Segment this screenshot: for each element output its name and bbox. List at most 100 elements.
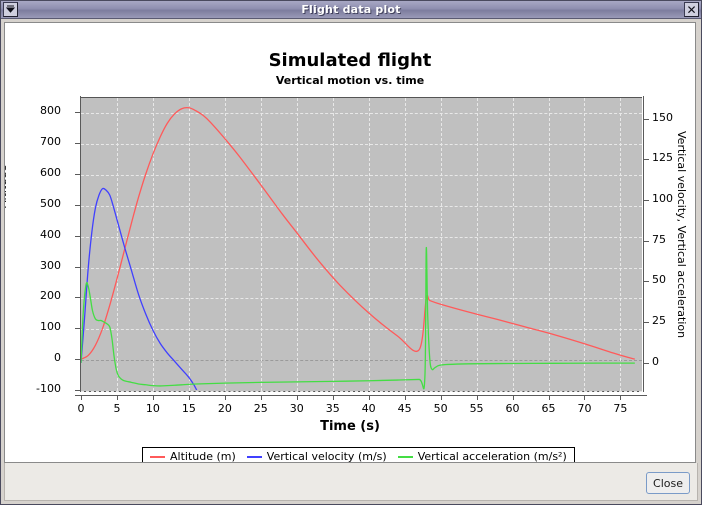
x-axis-tick-label: 55 bbox=[469, 402, 484, 415]
y-axis-left-tick bbox=[75, 266, 80, 268]
gridline-vertical bbox=[188, 98, 191, 391]
legend-swatch-icon bbox=[150, 455, 165, 458]
gridline-vertical bbox=[224, 98, 227, 391]
x-axis-tick-label: 60 bbox=[505, 402, 520, 415]
y-axis-right-tick bbox=[644, 362, 649, 364]
window-menu-icon[interactable] bbox=[3, 2, 18, 17]
x-axis-line bbox=[75, 395, 647, 396]
series-line-m bbox=[81, 106, 635, 360]
gridline-horizontal bbox=[81, 175, 642, 177]
legend-item: Vertical acceleration (m/s²) bbox=[397, 450, 567, 463]
legend-label: Vertical velocity (m/s) bbox=[266, 450, 387, 463]
y-axis-left-tick bbox=[75, 235, 80, 237]
x-axis-tick-label: 65 bbox=[541, 402, 556, 415]
y-axis-right-tick-label: 75 bbox=[652, 232, 666, 246]
y-axis-right-line bbox=[643, 96, 644, 392]
y-axis-right-tick bbox=[644, 322, 649, 324]
x-axis-tick bbox=[404, 396, 406, 400]
y-axis-left-tick bbox=[75, 143, 80, 145]
chart-panel: Simulated flight Vertical motion vs. tim… bbox=[4, 22, 696, 463]
window-titlebar[interactable]: Flight data plot ✕ bbox=[1, 1, 701, 19]
window-title: Flight data plot bbox=[301, 3, 401, 16]
x-axis-tick bbox=[188, 396, 190, 400]
gridline-vertical bbox=[620, 98, 622, 391]
gridline-vertical bbox=[152, 98, 155, 391]
y-axis-left-tick bbox=[75, 390, 80, 391]
x-axis-tick bbox=[152, 396, 154, 400]
legend-item: Altitude (m) bbox=[150, 450, 236, 463]
y-axis-right-tick bbox=[644, 200, 649, 202]
x-axis-tick-label: 50 bbox=[433, 402, 448, 415]
x-axis-tick bbox=[584, 396, 586, 400]
gridline-vertical bbox=[440, 98, 443, 391]
x-axis-title: Time (s) bbox=[320, 419, 380, 434]
legend-label: Vertical acceleration (m/s²) bbox=[417, 450, 567, 463]
gridline-horizontal bbox=[81, 391, 642, 393]
x-axis-tick bbox=[440, 396, 442, 400]
y-axis-right-tick-label: 25 bbox=[652, 314, 666, 328]
x-axis-tick bbox=[224, 396, 226, 400]
gridline-vertical bbox=[404, 98, 407, 391]
y-axis-left-tick-label: 100 bbox=[40, 320, 61, 334]
y-axis-left-tick-label: 600 bbox=[40, 166, 61, 180]
y-axis-left-line bbox=[80, 96, 81, 392]
window-body: Simulated flight Vertical motion vs. tim… bbox=[1, 19, 701, 504]
gridline-vertical bbox=[584, 98, 586, 391]
chart-legend: Altitude (m) Vertical velocity (m/s) Verti… bbox=[142, 447, 575, 463]
y-axis-left-tick bbox=[75, 297, 80, 299]
x-axis-tick-label: 30 bbox=[289, 402, 304, 415]
x-axis-tick-label: 40 bbox=[361, 402, 376, 415]
x-axis-tick-label: 45 bbox=[397, 402, 412, 415]
x-axis-tick-label: 75 bbox=[613, 402, 628, 415]
x-axis-tick bbox=[512, 396, 514, 400]
y-axis-left-tick bbox=[75, 359, 80, 361]
plot-area bbox=[81, 97, 642, 392]
x-axis-tick bbox=[620, 396, 622, 400]
gridline-horizontal bbox=[81, 236, 642, 239]
x-axis-tick bbox=[116, 396, 118, 400]
y-axis-left-tick bbox=[75, 174, 80, 176]
y-axis-left-title: Altitude bbox=[4, 165, 9, 208]
y-axis-right-tick-label: 50 bbox=[652, 273, 666, 287]
y-axis-left-tick-label: 800 bbox=[40, 104, 61, 118]
x-axis-tick-label: 5 bbox=[113, 402, 121, 415]
y-axis-left-tick bbox=[75, 112, 80, 114]
series-line-m-s-2 bbox=[81, 246, 635, 390]
chart-curves bbox=[81, 106, 635, 390]
y-axis-right-tick bbox=[644, 281, 649, 283]
legend-swatch-icon bbox=[397, 455, 413, 458]
x-axis-tick bbox=[368, 396, 370, 400]
close-button[interactable]: Close bbox=[646, 472, 690, 494]
close-icon[interactable]: ✕ bbox=[684, 2, 699, 17]
gridline-vertical bbox=[332, 98, 335, 391]
dialog-button-bar: Close bbox=[4, 463, 698, 501]
gridline-horizontal bbox=[81, 360, 642, 362]
gridline-vertical bbox=[476, 98, 479, 391]
y-axis-right-tick bbox=[644, 118, 649, 120]
x-axis-tick-label: 15 bbox=[181, 402, 196, 415]
x-axis-tick bbox=[296, 396, 298, 400]
window-menu-glyph-icon bbox=[6, 5, 15, 13]
x-axis-tick bbox=[260, 396, 262, 400]
close-glyph-icon: ✕ bbox=[686, 2, 697, 17]
y-axis-left-tick-label: 500 bbox=[40, 196, 61, 210]
legend-swatch-icon bbox=[246, 455, 262, 458]
y-axis-left-tick bbox=[75, 328, 80, 330]
x-axis-tick-label: 20 bbox=[217, 402, 232, 415]
gridline-vertical bbox=[260, 98, 263, 391]
x-axis-tick-label: 0 bbox=[77, 402, 85, 415]
x-axis-tick-label: 70 bbox=[577, 402, 592, 415]
gridline-vertical bbox=[368, 98, 371, 391]
y-axis-right-title: Vertical velocity, Vertical acceleration bbox=[675, 131, 688, 339]
x-axis-tick-label: 35 bbox=[325, 402, 340, 415]
y-axis-left-tick-label: 0 bbox=[54, 351, 61, 365]
y-axis-right-tick-label: 100 bbox=[652, 192, 673, 206]
gridline-vertical bbox=[512, 98, 515, 391]
legend-label: Altitude (m) bbox=[170, 450, 236, 463]
y-axis-right-tick-label: 150 bbox=[652, 110, 673, 124]
gridline-vertical bbox=[116, 98, 119, 391]
chart-subtitle: Vertical motion vs. time bbox=[275, 74, 425, 87]
y-axis-right-tick bbox=[644, 159, 649, 161]
gridline-vertical bbox=[548, 98, 551, 391]
